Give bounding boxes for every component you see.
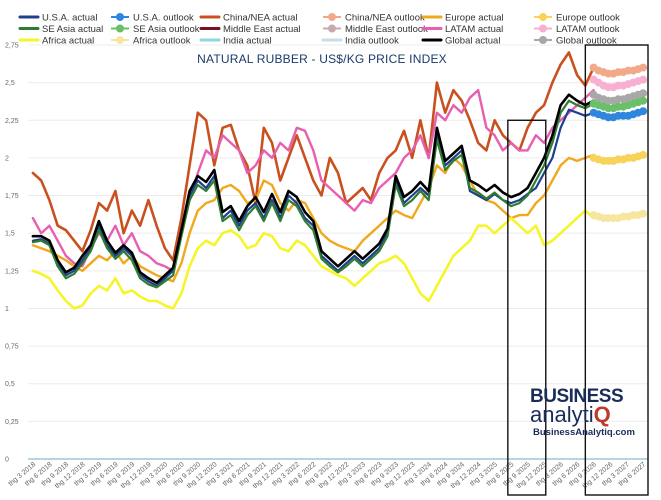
y-tick-label: 0,75 — [5, 344, 19, 351]
legend-label: Middle East actual — [223, 24, 301, 35]
legend-entry: SE Asia outlook — [111, 24, 200, 35]
outlook-point — [639, 209, 648, 218]
series-china-nea-actual — [31, 51, 595, 262]
legend-swatch-dot — [328, 24, 336, 33]
legend-entry: India outlook — [321, 35, 399, 46]
legend: U.S.A. actual U.S.A. outlook China/NEA act… — [18, 12, 620, 46]
legend-entry: U.S.A. outlook — [111, 12, 194, 23]
y-tick-label: 1,25 — [5, 268, 19, 275]
legend-entry: Global outlook — [534, 35, 617, 46]
legend-swatch-dot — [539, 36, 547, 44]
y-tick-label: 1 — [5, 306, 9, 313]
outlook-point — [639, 63, 648, 72]
legend-entry: Middle East actual — [199, 24, 301, 35]
legend-entry: U.S.A. actual — [18, 12, 97, 23]
series-global-outlook — [589, 89, 648, 105]
highlight-2025-box — [507, 119, 547, 496]
legend-entry: Africa actual — [18, 35, 94, 46]
legend-label: Global outlook — [556, 35, 617, 46]
y-tick-label: 2 — [5, 155, 9, 162]
legend-swatch-dot — [539, 24, 547, 33]
legend-entry: China/NEA actual — [199, 12, 297, 23]
legend-entry: Middle East outlook — [323, 24, 428, 35]
legend-swatch-dot — [116, 24, 124, 33]
series-africa-actual — [31, 209, 595, 310]
legend-swatch-dot — [539, 13, 547, 21]
y-tick-label: 2,5 — [5, 80, 15, 87]
y-tick-label: 0,5 — [5, 381, 15, 388]
legend-entry: LATAM outlook — [534, 24, 620, 35]
y-tick-label: 0,25 — [5, 419, 19, 426]
y-tick-label: 2,25 — [5, 118, 19, 125]
legend-label: U.S.A. outlook — [133, 12, 194, 23]
outlook-point — [639, 96, 648, 105]
legend-swatch-dot — [328, 13, 336, 21]
legend-entry: SE Asia actual — [18, 24, 103, 35]
series-u-s-a-outlook — [589, 107, 648, 122]
y-tick-label: 2,75 — [5, 43, 19, 50]
legend-entry: Europe outlook — [534, 12, 620, 23]
legend-label: Africa actual — [42, 35, 94, 46]
legend-label: SE Asia actual — [42, 24, 103, 35]
legend-entry: LATAM actual — [421, 24, 503, 35]
y-tick-label: 0 — [5, 457, 9, 464]
legend-entry: Global actual — [421, 35, 500, 46]
legend-label: India outlook — [345, 35, 399, 46]
legend-label: Europe outlook — [556, 12, 620, 23]
legend-label: LATAM outlook — [556, 24, 620, 35]
legend-label: India actual — [223, 35, 272, 46]
outlook-point — [639, 89, 648, 98]
legend-label: U.S.A. actual — [42, 12, 97, 23]
watermark-analytiq: analytiQ — [530, 402, 611, 427]
series-europe-actual — [31, 153, 595, 283]
series-se-asia-actual — [31, 99, 595, 289]
legend-label: China/NEA actual — [223, 12, 297, 23]
series-china-nea-outlook — [589, 63, 648, 78]
legend-label: Middle East outlook — [345, 24, 428, 35]
legend-swatch-dot — [116, 36, 124, 44]
legend-label: SE Asia outlook — [133, 24, 200, 35]
highlight-outlook-box — [584, 44, 649, 496]
series-global-actual — [31, 93, 595, 285]
outlook-point — [639, 75, 648, 84]
legend-label: LATAM actual — [445, 24, 503, 35]
legend-label: Europe actual — [445, 12, 504, 23]
legend-label: China/NEA outlook — [345, 12, 425, 23]
legend-entry: China/NEA outlook — [323, 12, 425, 23]
series-europe-outlook — [589, 150, 648, 165]
outlook-point — [639, 150, 648, 159]
watermark-url: BusinessAnalytiq.com — [533, 427, 635, 438]
series-africa-outlook — [589, 209, 648, 223]
series-latam-actual — [31, 88, 595, 272]
plot-area — [31, 44, 649, 496]
legend-swatch-dot — [116, 13, 124, 21]
series-se-asia-outlook — [589, 96, 648, 113]
watermark-business: BUSINESS — [530, 386, 623, 407]
y-tick-label: 1,5 — [5, 231, 15, 238]
legend-entry: Europe actual — [421, 12, 504, 23]
legend-label: Africa outlook — [133, 35, 191, 46]
y-tick-label: 1,75 — [5, 193, 19, 200]
outlook-point — [639, 107, 648, 116]
chart-title: NATURAL RUBBER - US$/KG PRICE INDEX — [197, 52, 447, 66]
legend-label: Global actual — [445, 35, 500, 46]
series-latam-outlook — [589, 75, 648, 92]
legend-entry: Africa outlook — [111, 35, 191, 46]
legend-entry: India actual — [199, 35, 272, 46]
